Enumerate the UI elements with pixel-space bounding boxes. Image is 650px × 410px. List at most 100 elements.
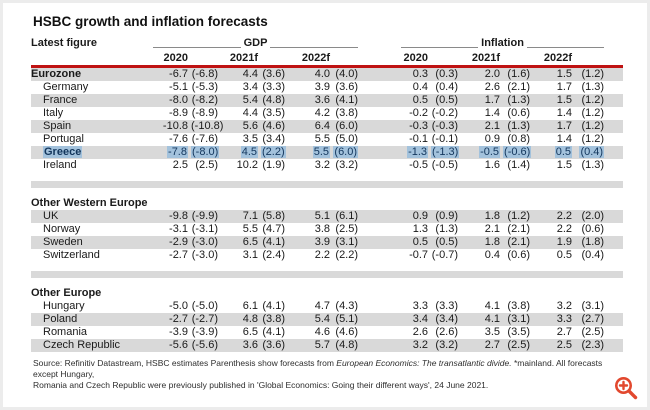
forecast-value: 10.2 bbox=[236, 159, 258, 171]
forecast-value: (3.2) bbox=[335, 159, 359, 171]
table-row: Italy -8.9 (-8.9) 4.4 (3.5) 4.2 (3.8) -0.2 (-0.2… bbox=[31, 107, 623, 120]
header-rule-line bbox=[401, 47, 479, 48]
forecast-value: (2.5) bbox=[335, 223, 359, 235]
table-row: Germany -5.1 (-5.3) 3.4 (3.3) 3.9 (3.6) 0.4 (0.4… bbox=[31, 81, 623, 94]
forecast-value: -2.9 bbox=[153, 236, 191, 249]
forecast-value: 2.6 bbox=[484, 81, 501, 93]
table-row: Romania -3.9 (-3.9) 6.5 (4.1) 4.6 (4.6) 2.6 (2.6… bbox=[31, 326, 623, 339]
section-header-row: Other Europe bbox=[31, 287, 623, 300]
forecast-value: (5.0) bbox=[335, 133, 359, 145]
forecast-value: (1.3) bbox=[503, 94, 534, 107]
forecast-value: 2.2 bbox=[533, 210, 576, 223]
country-name: Czech Republic bbox=[31, 339, 153, 352]
section-spacer bbox=[31, 188, 623, 197]
forecast-value: 2.6 bbox=[412, 326, 429, 338]
country-name: France bbox=[31, 94, 153, 107]
column-gap bbox=[361, 94, 402, 107]
forecast-value: 4.5 bbox=[221, 146, 261, 159]
country-name: UK bbox=[31, 210, 153, 223]
forecast-value: 1.8 bbox=[461, 210, 504, 223]
table-row: Czech Republic -5.6 (-5.6) 3.6 (3.6) 5.7 (4.8)… bbox=[31, 339, 624, 352]
forecast-value: 1.4 bbox=[556, 107, 573, 119]
latest-figure-label: Latest figure bbox=[31, 37, 98, 49]
right-pad bbox=[607, 210, 624, 223]
section-gray-stripe bbox=[31, 271, 624, 278]
source-text-suffix: *mainland. All forecasts except Hungary, bbox=[33, 358, 603, 379]
forecast-value: (3.6) bbox=[335, 81, 359, 93]
section-spacer bbox=[31, 262, 623, 271]
forecast-value: (2.7) bbox=[575, 313, 608, 326]
country-name: Hungary bbox=[43, 300, 85, 312]
right-pad bbox=[607, 35, 623, 50]
right-pad bbox=[607, 326, 623, 339]
forecast-value: (-5.6) bbox=[191, 339, 221, 352]
forecast-value: 5.5 bbox=[288, 146, 333, 159]
forecast-value: (4.8) bbox=[333, 339, 362, 352]
column-gap bbox=[361, 300, 401, 313]
forecast-value: (-5.3) bbox=[191, 81, 218, 93]
header-rule-line bbox=[153, 47, 241, 48]
forecast-value: 4.7 bbox=[314, 300, 330, 312]
forecast-value: 3.5 bbox=[242, 133, 258, 145]
forecast-value: -5.1 bbox=[169, 81, 188, 93]
forecast-value: (6.0) bbox=[333, 120, 362, 133]
forecast-value: 2.2 bbox=[314, 249, 330, 261]
forecast-value: 6.1 bbox=[242, 300, 258, 312]
forecast-value: -0.3 bbox=[401, 120, 432, 133]
forecast-value: (2.4) bbox=[262, 249, 285, 261]
forecast-value: (4.1) bbox=[262, 300, 285, 312]
forecast-value: 5.1 bbox=[288, 210, 333, 223]
forecast-value: (-3.9) bbox=[191, 326, 218, 338]
section-header-label: Other Europe bbox=[31, 287, 102, 299]
forecast-value: 1.8 bbox=[461, 236, 504, 249]
group-header-row: Latest figure GDP Inflation bbox=[31, 35, 623, 50]
forecast-value: (0.5) bbox=[431, 236, 462, 249]
group-label-text: GDP bbox=[243, 37, 268, 49]
table-row: Poland -2.7 (-2.7) 4.8 (3.8) 5.4 (5.1) 3.4 (3.4)… bbox=[31, 313, 624, 326]
forecast-value: (1.3) bbox=[581, 81, 605, 93]
forecast-value: (0.4) bbox=[435, 81, 459, 93]
year-column-label: 2022f bbox=[533, 50, 576, 68]
column-gap bbox=[361, 339, 402, 352]
group-label-text: Inflation bbox=[481, 37, 524, 49]
forecast-value: 1.7 bbox=[533, 120, 576, 133]
forecast-value: (1.2) bbox=[581, 133, 605, 145]
forecast-value: (0.6) bbox=[581, 223, 605, 235]
right-pad bbox=[607, 313, 624, 326]
forecast-value: 5.6 bbox=[221, 120, 261, 133]
forecast-value: (1.2) bbox=[575, 120, 608, 133]
table-row: Spain -10.8 (-10.8) 5.6 (4.6) 6.4 (6.0) -0.3 (-0… bbox=[31, 120, 624, 133]
forecast-value: -3.1 bbox=[169, 223, 188, 235]
source-text-line2: Romania and Czech Republic were previous… bbox=[33, 380, 489, 390]
forecast-value: (2.1) bbox=[503, 236, 534, 249]
forecast-value: 3.9 bbox=[288, 236, 333, 249]
forecast-value: 1.7 bbox=[556, 81, 573, 93]
forecast-value: -7.6 bbox=[169, 133, 188, 145]
table-row: UK -9.8 (-9.9) 7.1 (5.8) 5.1 (6.1) 0.9 (0.9) 1.8(… bbox=[31, 210, 624, 223]
table-row: Sweden -2.9 (-3.0) 6.5 (4.1) 3.9 (3.1) 0.5 (0.5)… bbox=[31, 236, 624, 249]
forecast-value: (3.8) bbox=[507, 300, 531, 312]
zoom-in-button[interactable] bbox=[613, 375, 639, 401]
forecast-value: -0.5 bbox=[461, 146, 504, 159]
forecast-value: (-0.7) bbox=[431, 249, 459, 261]
forecast-value: 2.0 bbox=[461, 66, 504, 81]
forecast-value: (3.8) bbox=[261, 313, 288, 326]
forecast-value: (2.6) bbox=[435, 326, 459, 338]
right-pad bbox=[607, 81, 623, 94]
year-paren-empty bbox=[261, 50, 288, 68]
forecast-value: (1.2) bbox=[581, 107, 605, 119]
forecast-value: (4.6) bbox=[261, 120, 288, 133]
forecast-value: 0.4 bbox=[484, 249, 501, 261]
right-pad bbox=[607, 50, 624, 68]
column-gap bbox=[361, 120, 402, 133]
header-rule-line bbox=[526, 47, 605, 48]
section-header-row: Other Western Europe bbox=[31, 197, 623, 210]
spacer-cell bbox=[31, 262, 623, 271]
forecast-value: 5.7 bbox=[288, 339, 333, 352]
forecast-value: -1.3 bbox=[401, 146, 432, 159]
forecast-value: -3.9 bbox=[169, 326, 188, 338]
year-paren-empty bbox=[191, 50, 221, 68]
forecast-value: (2.2) bbox=[335, 249, 359, 261]
forecast-value: (-8.0) bbox=[191, 146, 221, 159]
forecast-value: (4.1) bbox=[333, 94, 362, 107]
